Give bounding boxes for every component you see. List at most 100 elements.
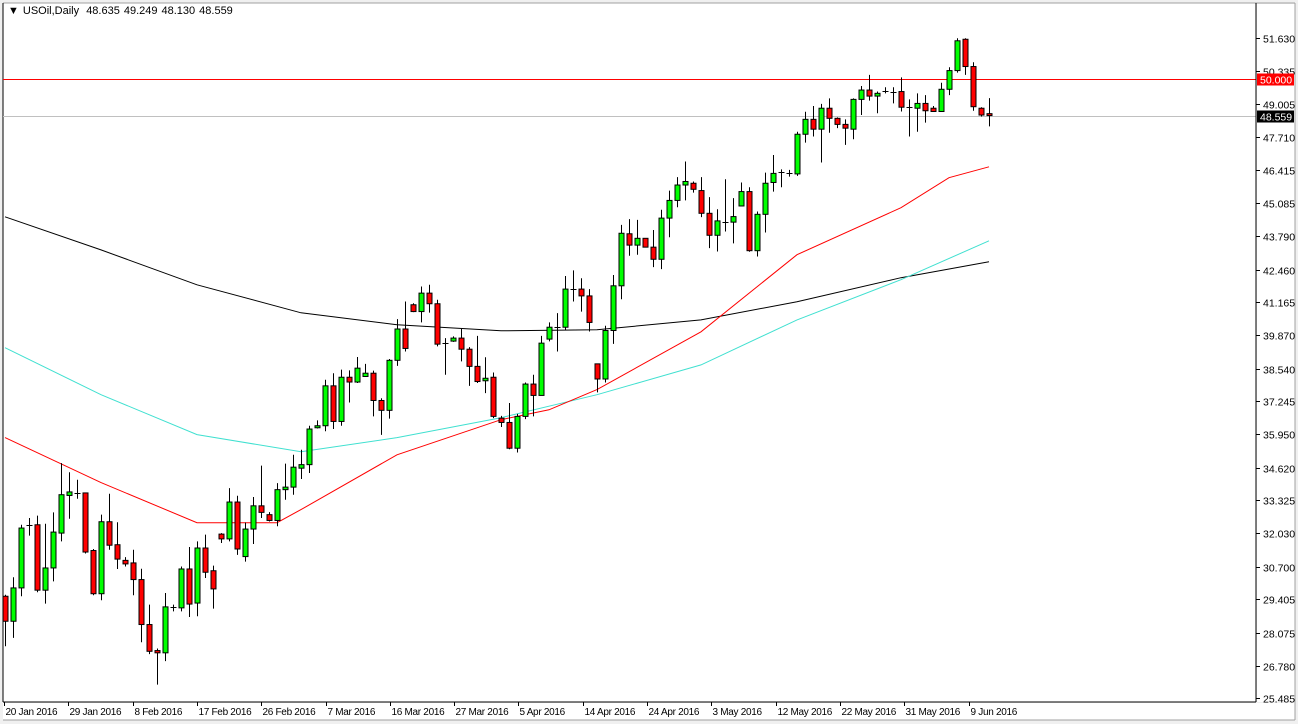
candle <box>986 98 993 127</box>
bull-candle-body <box>818 107 825 130</box>
candle <box>546 322 553 342</box>
low-value: 48.130 <box>161 5 196 17</box>
y-tick-label: 26.780 <box>1263 662 1295 674</box>
candle <box>122 557 129 567</box>
bear-candle-body <box>826 107 833 119</box>
bear-candle-body <box>346 376 353 383</box>
candle <box>554 313 561 352</box>
candle <box>802 111 809 143</box>
triangle-down-icon[interactable]: ▼ <box>8 5 19 17</box>
bear-candle-body <box>530 383 537 396</box>
candle <box>658 209 665 270</box>
bear-candle-body <box>218 533 225 540</box>
bear-candle-body <box>490 376 497 417</box>
candle <box>762 172 769 233</box>
candle <box>682 161 689 201</box>
bear-candle-body <box>130 562 137 581</box>
candle <box>82 492 89 554</box>
candle <box>378 398 385 435</box>
bear-candle-body <box>34 524 41 591</box>
bull-candle-body <box>306 428 313 466</box>
bear-candle-body <box>234 501 241 550</box>
candle <box>858 85 865 116</box>
bull-candle-body <box>226 501 233 540</box>
x-tick-label: 27 Mar 2016 <box>456 707 510 718</box>
bull-candle-body <box>250 505 257 530</box>
price-label: 48.559 <box>1260 112 1292 124</box>
candle <box>754 211 761 257</box>
candle <box>450 336 457 342</box>
bull-candle-body <box>674 184 681 201</box>
candle <box>634 219 641 255</box>
candle <box>962 38 969 75</box>
bull-candle-body <box>394 328 401 361</box>
candle <box>842 119 849 145</box>
candle <box>850 98 857 140</box>
candle <box>586 289 593 332</box>
candle <box>74 479 81 499</box>
bear-candle-body <box>626 233 633 246</box>
candle <box>362 363 369 377</box>
candle <box>274 483 281 527</box>
bull-candle-body <box>794 133 801 175</box>
bull-candle-body <box>178 568 185 609</box>
x-tick-label: 16 Mar 2016 <box>392 707 446 718</box>
candle <box>898 77 905 112</box>
bull-candle-body <box>450 337 457 342</box>
candle <box>354 357 361 384</box>
candle <box>834 117 841 129</box>
bear-candle-body <box>114 544 121 560</box>
bull-candle-body <box>66 491 73 496</box>
time-axis-area <box>3 703 1295 720</box>
candle <box>594 363 601 393</box>
candle <box>98 514 105 601</box>
candle <box>58 463 65 542</box>
x-tick-label: 17 Feb 2016 <box>199 707 253 718</box>
candle <box>314 420 321 429</box>
bull-candle-body <box>282 486 289 491</box>
candle <box>242 522 249 562</box>
candle <box>578 278 585 312</box>
candle <box>410 303 417 313</box>
candle <box>34 515 41 593</box>
candle <box>218 533 225 543</box>
candle <box>282 463 289 500</box>
candle <box>706 197 713 249</box>
candle <box>42 523 49 604</box>
bull-candle-body <box>874 92 881 97</box>
candle <box>874 91 881 114</box>
candle <box>618 224 625 300</box>
bear-candle-body <box>834 117 841 125</box>
candle <box>162 592 169 662</box>
bull-candle-body <box>290 466 297 488</box>
symbol-timeframe: USOil,Daily <box>22 5 80 17</box>
bear-candle-body <box>330 385 337 422</box>
bull-candle-body <box>602 330 609 380</box>
candle <box>722 179 729 232</box>
bull-candle-body <box>338 376 345 422</box>
bull-candle-body <box>802 118 809 135</box>
candle <box>146 604 153 655</box>
candle <box>186 546 193 617</box>
candle <box>114 522 121 569</box>
bear-candle-body <box>746 191 753 252</box>
bull-candle-body <box>738 191 745 207</box>
bear-candle-body <box>466 348 473 367</box>
y-tick-label: 30.700 <box>1263 563 1295 575</box>
bull-candle-body <box>58 494 65 534</box>
x-tick-label: 12 May 2016 <box>778 707 833 718</box>
candle <box>818 103 825 163</box>
y-tick-label: 33.325 <box>1263 496 1295 508</box>
candle <box>746 187 753 252</box>
candle <box>2 594 9 647</box>
candle <box>714 209 721 252</box>
candle <box>770 154 777 192</box>
candle <box>394 319 401 366</box>
candle <box>514 413 521 453</box>
bear-candle-body <box>978 107 985 116</box>
x-tick-label: 22 May 2016 <box>842 707 897 718</box>
candle <box>810 105 817 137</box>
bull-candle-body <box>946 70 953 90</box>
bull-candle-body <box>938 88 945 113</box>
